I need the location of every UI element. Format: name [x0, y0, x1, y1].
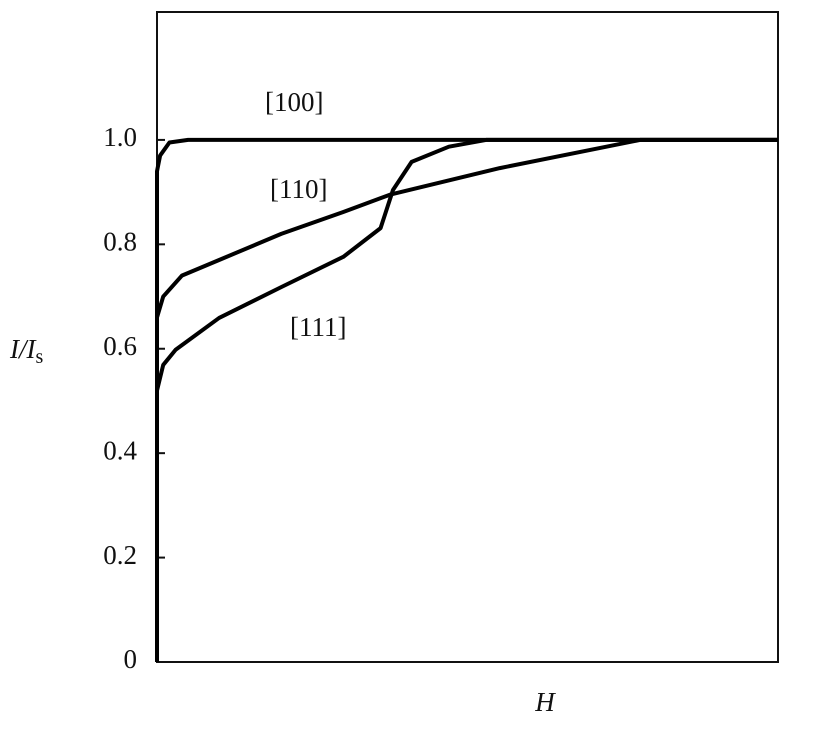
- y-tick-label: 1.0: [103, 122, 137, 152]
- curve: [155, 137, 778, 662]
- y-axis-label-main: I/I: [9, 334, 37, 364]
- y-tick-label: 0: [124, 644, 138, 674]
- series-label: [110]: [270, 174, 327, 204]
- curve: [155, 137, 778, 662]
- y-tick-label: 0.6: [103, 331, 137, 361]
- curve: [155, 137, 778, 662]
- series-label: [100]: [265, 87, 323, 117]
- y-tick-label: 0.4: [103, 435, 137, 465]
- y-axis-label: I/Is: [9, 334, 43, 367]
- plot-frame: [156, 11, 779, 663]
- series-label: [111]: [290, 312, 346, 342]
- y-axis-label-subscript: s: [35, 346, 43, 368]
- y-tick-label: 0.8: [103, 227, 137, 257]
- y-tick-label: 0.2: [103, 540, 137, 570]
- x-axis-label: H: [534, 687, 556, 717]
